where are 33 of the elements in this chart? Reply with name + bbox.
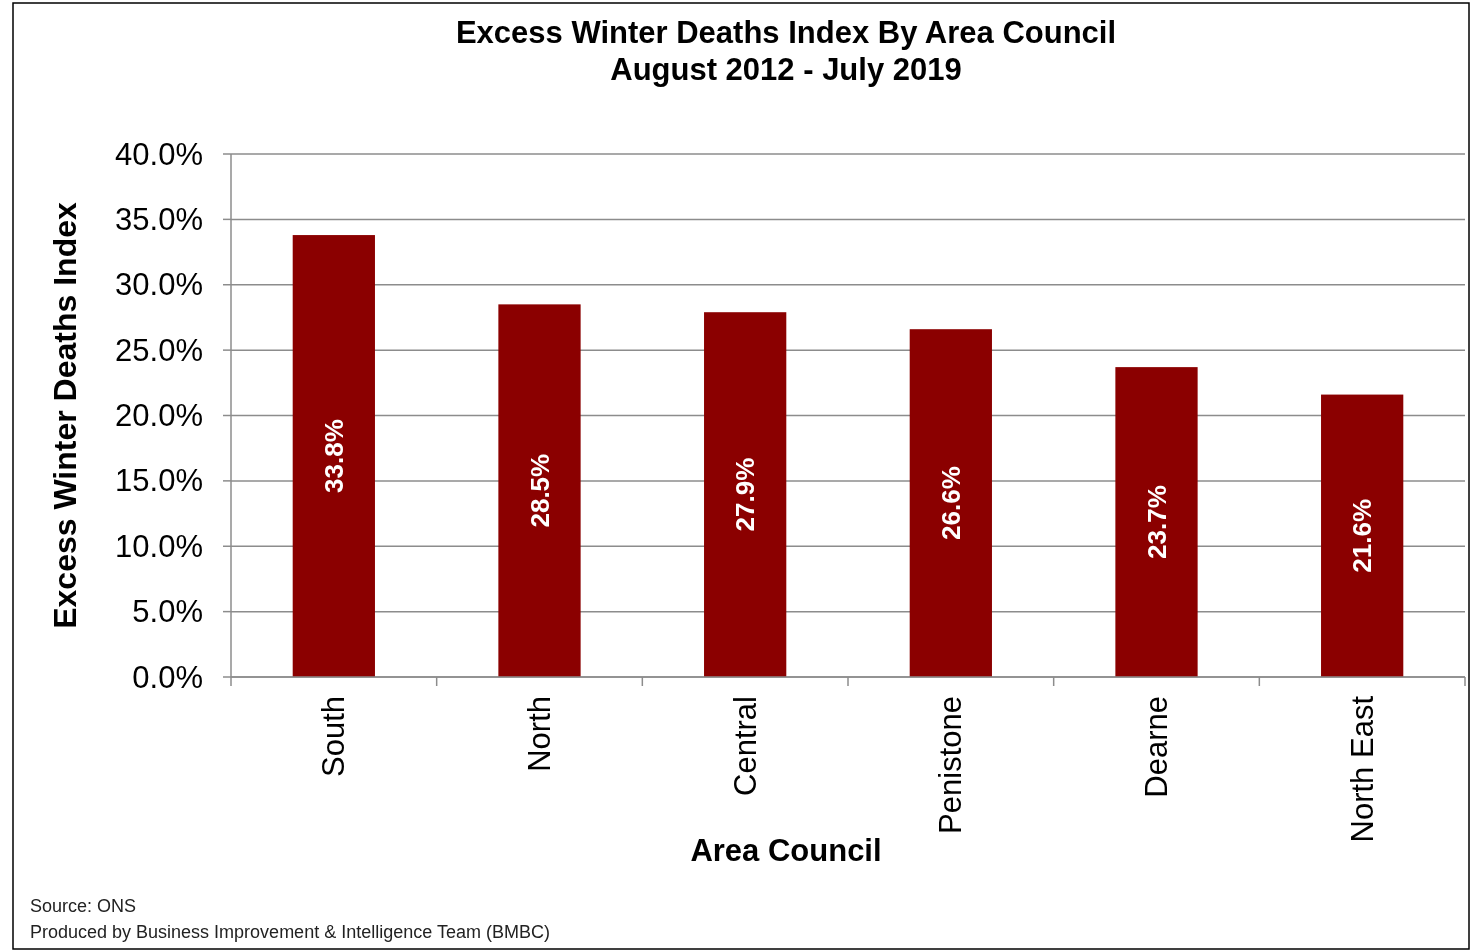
data-label: 33.8% xyxy=(318,419,349,493)
y-axis-title: Excess Winter Deaths Index xyxy=(47,202,83,629)
y-tick-label: 25.0% xyxy=(115,332,203,368)
y-tick-label: 30.0% xyxy=(115,267,203,303)
y-tick-label: 5.0% xyxy=(132,594,203,630)
bar xyxy=(1115,367,1198,677)
x-tick-label: Dearne xyxy=(1139,696,1174,798)
data-label: 27.9% xyxy=(730,457,761,532)
x-tick-label: North East xyxy=(1344,695,1380,843)
x-axis-title: Area Council xyxy=(690,833,882,868)
text: Produced by Business Improvement & Intelligence Team (BMBC) xyxy=(30,922,550,942)
chart-title: Excess Winter Deaths Index By Area Council xyxy=(455,15,1117,50)
data-label: 28.5% xyxy=(524,453,555,528)
y-tick-label: 0.0% xyxy=(132,659,203,695)
bar xyxy=(909,329,992,677)
data-label: 21.6% xyxy=(1347,498,1378,573)
data-label: 23.7% xyxy=(1141,485,1172,559)
x-tick-label: Central xyxy=(727,696,763,796)
y-tick-label: 20.0% xyxy=(115,398,203,433)
x-tick-label: Penistone xyxy=(933,696,969,834)
y-tick-label: 40.0% xyxy=(115,136,203,172)
y-tick-label: 10.0% xyxy=(115,528,203,564)
x-tick-label: South xyxy=(316,696,352,778)
y-tick-label: 35.0% xyxy=(115,201,203,237)
bar xyxy=(704,312,787,677)
source-note: Source: ONS xyxy=(30,896,137,916)
x-tick-label: North xyxy=(522,696,557,772)
bar xyxy=(498,304,581,677)
bar xyxy=(292,235,375,677)
chart-subtitle: August 2012 - July 2019 xyxy=(610,52,962,87)
y-tick-label: 15.0% xyxy=(115,463,203,499)
data-label: 26.6% xyxy=(935,466,966,540)
bar xyxy=(1321,394,1404,677)
